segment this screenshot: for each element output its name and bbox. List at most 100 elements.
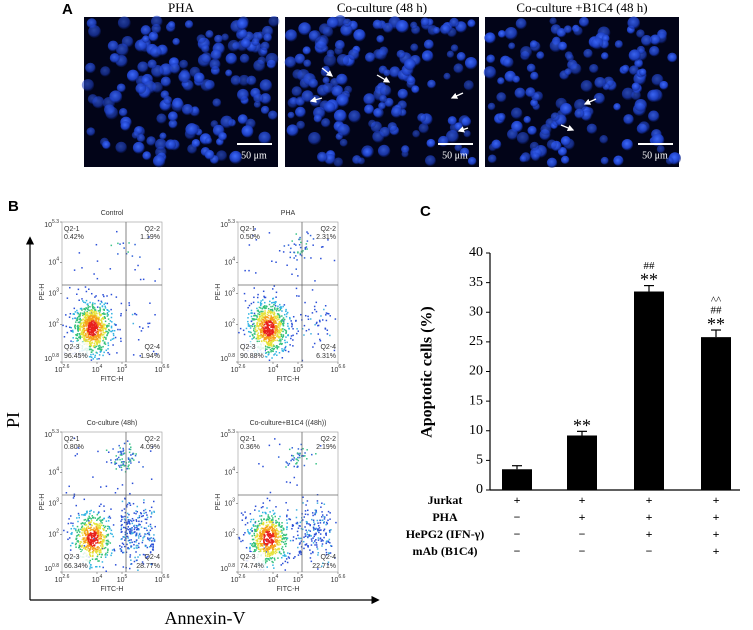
event-dot (90, 356, 92, 358)
event-dot (145, 546, 147, 548)
event-dot (122, 516, 124, 518)
event-dot (122, 458, 124, 460)
event-dot (326, 320, 328, 322)
nucleus (211, 49, 222, 60)
event-dot (121, 539, 123, 541)
event-dot (261, 313, 263, 315)
event-dot (279, 536, 281, 538)
event-dot (100, 349, 102, 351)
event-dot (257, 297, 259, 299)
event-dot (119, 466, 121, 468)
event-dot (268, 331, 270, 333)
event-dot (307, 240, 309, 242)
event-dot (335, 522, 337, 524)
event-dot (312, 537, 314, 539)
event-dot (273, 547, 275, 549)
event-dot (88, 317, 90, 319)
event-dot (100, 303, 102, 305)
event-dot (100, 346, 102, 348)
event-dot (67, 539, 69, 541)
event-dot (112, 448, 114, 450)
event-dot (119, 459, 121, 461)
tick-exponent: 5 (125, 364, 128, 370)
event-dot (286, 543, 288, 545)
event-dot (96, 566, 98, 568)
event-dot (145, 534, 147, 536)
event-dot (254, 315, 256, 317)
event-dot (78, 513, 80, 515)
event-dot (135, 513, 137, 515)
event-dot (90, 315, 92, 317)
event-dot (127, 504, 129, 506)
event-dot (270, 345, 272, 347)
event-dot (306, 449, 308, 451)
tick-label: 104 (92, 574, 103, 584)
tick-exponent: 2 (232, 529, 235, 535)
event-dot (296, 268, 298, 270)
nucleus (659, 81, 668, 90)
event-dot (139, 515, 141, 517)
event-dot (133, 548, 135, 550)
event-dot (253, 330, 255, 332)
event-dot (93, 358, 95, 360)
event-dot (74, 269, 76, 271)
nucleus (453, 63, 463, 73)
event-dot (133, 520, 135, 522)
event-dot (298, 554, 300, 556)
event-dot (105, 338, 107, 340)
event-dot (273, 337, 275, 339)
event-dot (110, 459, 112, 461)
nucleus (404, 59, 416, 71)
event-dot (265, 318, 267, 320)
event-dot (312, 244, 314, 246)
event-dot (100, 340, 102, 342)
event-dot (110, 555, 112, 557)
event-dot (254, 333, 256, 335)
event-dot (79, 252, 81, 254)
event-dot (108, 318, 110, 320)
event-dot (275, 506, 277, 508)
event-dot (280, 531, 282, 533)
nucleus (142, 35, 150, 43)
event-dot (92, 476, 94, 478)
event-dot (92, 529, 94, 531)
event-dot (271, 326, 273, 328)
event-dot (147, 323, 149, 325)
nucleus (171, 99, 184, 112)
tick-exponent: 6.6 (338, 364, 345, 370)
event-dot (282, 351, 284, 353)
event-dot (279, 540, 281, 542)
event-dot (318, 333, 320, 335)
event-dot (293, 466, 295, 468)
event-dot (129, 540, 131, 542)
event-dot (278, 522, 280, 524)
event-dot (91, 345, 93, 347)
event-dot (268, 352, 270, 354)
event-dot (267, 551, 269, 553)
event-dot (329, 530, 331, 532)
event-dot (285, 561, 287, 563)
event-dot (113, 524, 115, 526)
event-dot (91, 293, 93, 295)
event-dot (271, 553, 273, 555)
event-dot (286, 316, 288, 318)
event-dot (82, 525, 84, 527)
event-dot (260, 311, 262, 313)
event-dot (265, 525, 267, 527)
event-dot (106, 309, 108, 311)
event-dot (296, 233, 298, 235)
event-dot (91, 322, 93, 324)
tick-label: 102.6 (231, 574, 246, 584)
tick-exponent: 6.6 (162, 574, 169, 580)
event-dot (141, 526, 143, 528)
nucleus (298, 22, 311, 35)
tick-base: 10 (220, 222, 228, 229)
event-dot (254, 535, 256, 537)
event-dot (267, 336, 269, 338)
event-dot (268, 517, 270, 519)
event-dot (269, 311, 271, 313)
event-dot (252, 319, 254, 321)
bar (634, 292, 664, 490)
condition-label: HePG2 (IFN-γ) (406, 527, 485, 541)
event-dot (94, 309, 96, 311)
